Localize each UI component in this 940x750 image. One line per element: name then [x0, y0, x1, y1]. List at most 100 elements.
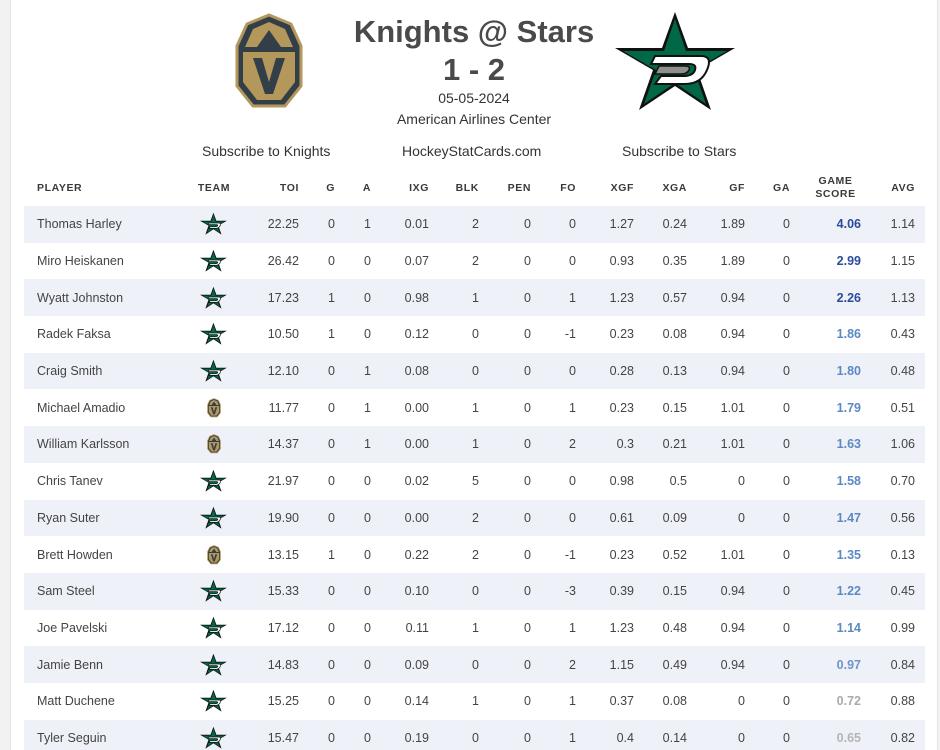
player-name[interactable]: Radek Faksa	[37, 327, 111, 342]
col-a[interactable]: A	[362, 182, 371, 194]
team-cell	[186, 389, 242, 426]
ixg-value: 0.01	[381, 206, 439, 243]
col-team[interactable]: TEAM	[197, 182, 231, 194]
xga-value: 0.48	[662, 620, 687, 635]
ixg-value: 0.11	[405, 620, 429, 635]
xgf-value: 0.3	[586, 426, 644, 463]
fo-value: 0	[569, 254, 576, 269]
player-name[interactable]: Chris Tanev	[37, 474, 103, 489]
col-game-score[interactable]: GAME SCORE	[800, 170, 871, 206]
col-ixg[interactable]: IXG	[409, 182, 429, 194]
game-venue: American Airlines Center	[396, 111, 552, 127]
table-row: Jamie Benn 14.83 0 0 0.09 0 0 2 1.15 0.4…	[24, 646, 925, 683]
player-name[interactable]: Sam Steel	[24, 572, 186, 610]
player-name[interactable]: Tyler Seguin	[24, 719, 186, 750]
toi-value: 15.25	[267, 694, 299, 709]
xgf-value: 0.61	[586, 499, 644, 537]
fo-value: 2	[541, 426, 586, 463]
gf-value: 0	[697, 499, 755, 537]
fo-value: -1	[564, 547, 576, 562]
toi-value: 21.97	[267, 474, 299, 489]
assists-value: 1	[345, 352, 381, 390]
avg-value: 1.14	[871, 206, 925, 243]
ga-value: 0	[755, 206, 800, 243]
toi-value: 14.83	[242, 646, 309, 683]
assists-value: 1	[345, 206, 381, 243]
blk-value: 1	[439, 279, 489, 317]
stars-logo-icon	[200, 506, 227, 529]
table-row: Wyatt Johnston 17.23 1 0 0.98 1 0 1 1.23…	[24, 279, 925, 317]
player-name[interactable]: Craig Smith	[24, 352, 186, 390]
subscribe-knights-link[interactable]: Subscribe to Knights	[202, 143, 331, 159]
xgf-value: 0.39	[586, 572, 644, 610]
toi-value: 10.50	[267, 327, 299, 342]
xgf-value: 0.23	[609, 547, 634, 562]
stat-card: Knights @ Stars 1 - 2 05-05-2024 America…	[10, 0, 938, 750]
col-xgf[interactable]: XGF	[610, 182, 634, 194]
assists-value: 0	[364, 620, 371, 635]
table-header-row: PLAYER TEAM TOI G A IXG BLK PEN FO XGF X…	[24, 170, 925, 206]
xga-value: 0.09	[644, 499, 697, 537]
goals-value: 0	[309, 352, 345, 390]
pen-value: 0	[524, 694, 531, 709]
gf-value: 0	[738, 694, 745, 709]
col-avg[interactable]: AVG	[891, 182, 915, 194]
col-gf[interactable]: GF	[729, 182, 745, 194]
fo-value: -3	[541, 572, 586, 610]
player-name[interactable]: Ryan Suter	[24, 499, 186, 537]
player-name[interactable]: Michael Amadio	[37, 400, 126, 415]
fo-value: 1	[541, 719, 586, 750]
goals-value: 0	[309, 719, 345, 750]
game-score-value: 2.99	[836, 254, 861, 269]
xgf-value: 1.23	[609, 620, 634, 635]
blk-value: 0	[439, 572, 489, 610]
subscribe-stars-link[interactable]: Subscribe to Stars	[622, 143, 737, 159]
assists-value: 0	[364, 327, 371, 342]
blk-value: 2	[472, 547, 479, 562]
toi-value: 22.25	[242, 206, 309, 243]
pen-value: 0	[524, 327, 531, 342]
player-name[interactable]: Jamie Benn	[24, 646, 186, 683]
site-link[interactable]: HockeyStatCards.com	[402, 143, 542, 159]
gf-value: 0.94	[697, 572, 755, 610]
player-name[interactable]: Joe Pavelski	[37, 620, 108, 635]
player-name[interactable]: Brett Howden	[37, 547, 113, 562]
col-game-score-line1: GAME	[818, 175, 853, 187]
col-fo[interactable]: FO	[560, 182, 576, 194]
col-pen[interactable]: PEN	[507, 182, 531, 194]
pen-value: 0	[489, 646, 541, 683]
col-blk[interactable]: BLK	[455, 182, 479, 194]
player-name[interactable]: William Karlsson	[24, 426, 186, 463]
blk-value: 1	[472, 400, 479, 415]
ga-value: 0	[783, 474, 790, 489]
fo-value: 0	[541, 499, 586, 537]
col-g[interactable]: G	[326, 182, 335, 194]
col-toi[interactable]: TOI	[279, 182, 299, 194]
toi-value: 12.10	[242, 352, 309, 390]
pen-value: 0	[489, 719, 541, 750]
player-name[interactable]: Matt Duchene	[37, 694, 115, 709]
xga-value: 0.14	[644, 719, 697, 750]
avg-value: 1.15	[890, 254, 915, 269]
gf-value: 0.94	[720, 620, 745, 635]
player-name[interactable]: Wyatt Johnston	[24, 279, 186, 317]
xga-value: 0.57	[644, 279, 697, 317]
table-row: Thomas Harley 22.25 0 1 0.01 2 0 0 1.27 …	[24, 206, 925, 243]
xgf-value: 0.93	[609, 254, 634, 269]
team-cell	[186, 426, 242, 463]
player-name[interactable]: Thomas Harley	[24, 206, 186, 243]
col-ga[interactable]: GA	[773, 182, 790, 194]
player-stats-table: PLAYER TEAM TOI G A IXG BLK PEN FO XGF X…	[24, 170, 925, 750]
ga-value: 0	[783, 400, 790, 415]
avg-value: 0.70	[890, 474, 915, 489]
assists-value: 0	[345, 719, 381, 750]
game-score-value: 0.97	[800, 646, 871, 683]
player-name[interactable]: Miro Heiskanen	[37, 254, 124, 269]
gf-value: 0	[697, 719, 755, 750]
team-cell	[186, 279, 242, 317]
blk-value: 2	[439, 499, 489, 537]
col-player[interactable]: PLAYER	[37, 182, 83, 194]
gf-value: 0.94	[697, 352, 755, 390]
col-xga[interactable]: XGA	[662, 182, 687, 194]
stars-logo-icon	[200, 653, 227, 676]
